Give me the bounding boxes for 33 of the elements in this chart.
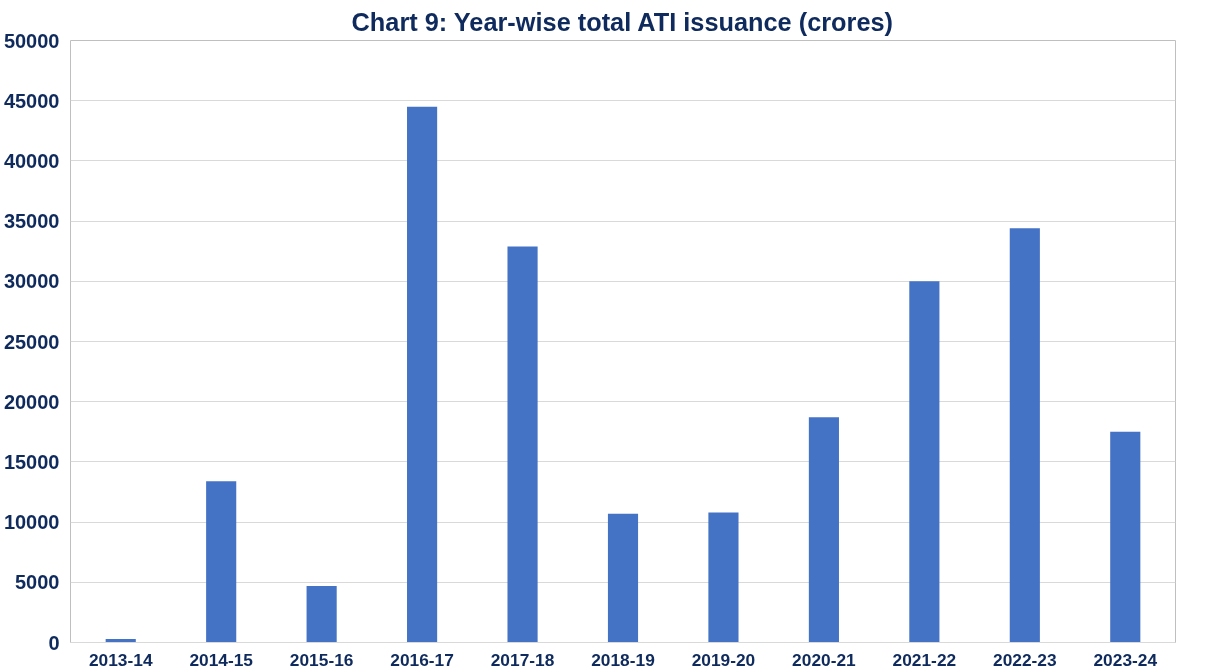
x-tick-label: 2020-21	[792, 649, 857, 670]
y-tick-label: 45000	[3, 89, 60, 112]
bar	[306, 585, 337, 643]
x-tick-label: 2017-18	[490, 649, 555, 670]
x-tick-label: 2023-24	[1093, 649, 1158, 670]
x-tick-label: 2022-23	[993, 649, 1057, 670]
y-tick-label: 20000	[3, 390, 60, 413]
bar	[909, 281, 940, 643]
x-tick-label: 2014-15	[189, 649, 254, 670]
x-tick-label: 2016-17	[390, 649, 454, 670]
x-tick-label: 2019-20	[691, 649, 756, 670]
chart-title: Chart 9: Year-wise total ATI issuance (crores)	[351, 7, 894, 36]
y-tick-label: 25000	[3, 330, 60, 353]
x-tick-label: 2015-16	[289, 649, 354, 670]
bar	[507, 246, 538, 643]
y-tick-label: 50000	[3, 29, 60, 52]
y-tick-label: 5000	[15, 571, 60, 594]
y-tick-label: 15000	[3, 450, 60, 473]
x-tick-label: 2021-22	[892, 649, 957, 670]
y-tick-label: 35000	[3, 210, 60, 233]
y-tick-label: 40000	[3, 149, 60, 172]
bar	[407, 106, 438, 643]
bar	[808, 417, 839, 643]
bar	[1110, 431, 1141, 643]
bar	[206, 481, 237, 643]
y-tick-label: 0	[48, 631, 60, 654]
x-tick-label: 2013-14	[88, 649, 153, 670]
y-tick-label: 30000	[3, 270, 60, 293]
bar	[1009, 228, 1040, 643]
y-tick-label: 10000	[3, 511, 60, 534]
bar	[607, 513, 639, 643]
bar	[708, 512, 739, 643]
x-tick-label: 2018-19	[591, 649, 655, 670]
